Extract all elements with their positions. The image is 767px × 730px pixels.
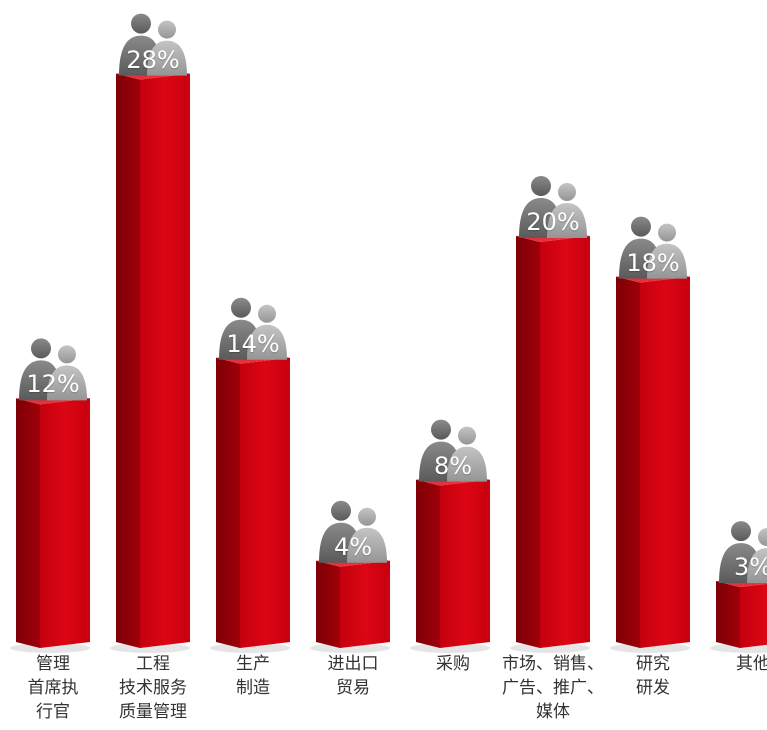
people-icon (119, 13, 187, 76)
category-label-line: 行官 (36, 702, 70, 722)
people-icon (619, 216, 687, 279)
bar-2 (110, 13, 190, 653)
category-label-line: 贸易 (336, 678, 370, 698)
bar-value-label: 20% (526, 208, 580, 236)
bar-value-label: 14% (226, 329, 280, 358)
bar-front-face (240, 357, 290, 648)
bar-front-face (40, 398, 90, 648)
bar-side-face (316, 560, 340, 648)
category-label-line: 管理 (36, 654, 70, 674)
category-label-line: 研究 (636, 654, 670, 674)
category-label-line: 媒体 (536, 702, 570, 722)
category-label-line: 制造 (236, 678, 270, 698)
category-label: 进出口 贸易 (298, 652, 408, 700)
bar-side-face (16, 398, 40, 648)
people-icon (19, 338, 87, 401)
category-label-line: 首席执 (27, 678, 79, 698)
bar-side-face (716, 581, 740, 648)
bar-value-label: 18% (626, 248, 680, 277)
bar-value-label: 12% (26, 370, 80, 399)
bar-front-face (740, 583, 767, 648)
people-icon (319, 500, 387, 563)
category-label: 其他 (698, 652, 767, 676)
bar-side-face (416, 479, 440, 648)
bar-front-face (340, 560, 390, 648)
bar-8 (710, 521, 767, 653)
bar-4 (310, 500, 390, 653)
bar-side-face (216, 357, 240, 648)
bar-3 (210, 297, 290, 653)
category-label-line: 研发 (636, 678, 670, 698)
bar-front-face (540, 236, 590, 648)
category-label-line: 技术服务 (119, 678, 187, 698)
bar-value-label: 8% (433, 451, 473, 480)
bar-7 (610, 216, 690, 653)
bar-side-face (116, 73, 140, 649)
category-label: 市场、销售、 广告、推广、 媒体 (498, 652, 608, 724)
category-label: 生产 制造 (198, 652, 308, 700)
bar-value-label: 3% (733, 553, 767, 582)
category-label-line: 生产 (236, 654, 270, 674)
category-label-line: 其他 (736, 654, 767, 674)
people-icon (419, 419, 487, 482)
category-label-line: 市场、销售、 (502, 654, 604, 674)
category-label-line: 进出口 (327, 654, 379, 674)
category-label: 管理 首席执 行官 (0, 652, 108, 724)
category-label-line: 广告、推广、 (502, 678, 604, 698)
category-label: 工程技术服务质量管理 (98, 652, 208, 724)
people-icon (519, 176, 587, 238)
category-label-line: 质量管理 (119, 702, 187, 722)
bar-side-face (516, 236, 540, 648)
bar-1 (10, 338, 90, 653)
bar-6 (510, 176, 590, 653)
bar-value-label: 4% (333, 532, 373, 561)
category-label: 研究 研发 (598, 652, 708, 700)
bar-front-face (140, 73, 190, 649)
bar-front-face (440, 479, 490, 648)
category-label: 采购 (398, 652, 508, 676)
people-icon (719, 521, 767, 584)
bar-5 (410, 419, 490, 653)
bar-front-face (640, 276, 690, 648)
bar-side-face (616, 276, 640, 648)
people-icon (219, 297, 287, 360)
bar-value-label: 28% (126, 45, 180, 74)
category-label-line: 工程 (136, 654, 170, 674)
category-label-line: 采购 (436, 654, 470, 674)
